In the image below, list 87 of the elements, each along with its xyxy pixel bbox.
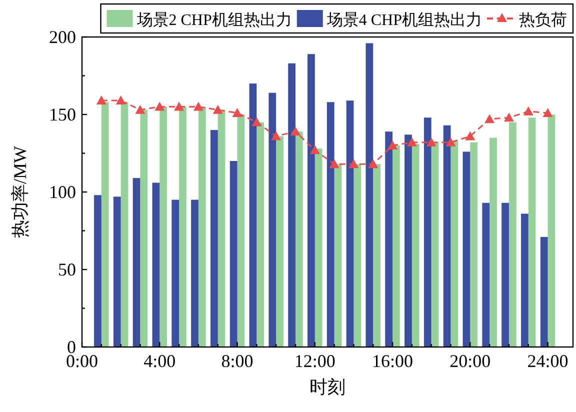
point (406, 137, 417, 146)
bar (354, 164, 362, 347)
point (388, 140, 398, 150)
bar (218, 110, 226, 347)
legend-label: 场景2 CHP机组热出力 (136, 11, 292, 29)
bar (528, 118, 536, 347)
bar (230, 161, 238, 347)
point (310, 145, 320, 154)
point (212, 104, 223, 114)
x-tick-label: 8:00 (221, 351, 254, 371)
bar (334, 164, 342, 347)
point (368, 159, 378, 168)
bar (424, 118, 432, 347)
point (329, 159, 340, 168)
bar (412, 144, 420, 347)
y-tick-label: 200 (49, 27, 76, 47)
legend-label: 热负荷 (519, 11, 567, 29)
bar (249, 84, 257, 347)
bar (462, 152, 470, 347)
bar (482, 202, 490, 347)
x-tick-label: 12:00 (294, 351, 336, 371)
x-tick-label: 24:00 (527, 351, 568, 371)
bar (160, 106, 168, 347)
bar (326, 102, 334, 347)
bar (198, 106, 206, 347)
x-tick-label: 20:00 (450, 351, 491, 371)
bar (288, 63, 296, 347)
bar (179, 106, 186, 347)
point (348, 159, 359, 168)
bar (540, 236, 548, 347)
x-tick-label: 4:00 (144, 351, 176, 371)
y-axis-title: 热功率/MW (10, 146, 30, 238)
point (252, 117, 262, 126)
bar (210, 130, 218, 347)
bar (392, 146, 400, 347)
point (446, 137, 456, 146)
bar (508, 122, 516, 347)
y-tick-label: 100 (49, 182, 76, 202)
bar (548, 114, 556, 347)
point (426, 137, 436, 146)
bar (256, 122, 264, 347)
point (232, 108, 242, 117)
bar (346, 100, 354, 347)
x-axis-title: 时刻 (310, 377, 346, 397)
bar (490, 138, 497, 347)
point (116, 96, 126, 105)
point (135, 104, 146, 114)
bar (470, 142, 478, 347)
bar (520, 214, 528, 347)
point (290, 126, 300, 136)
bar (268, 92, 276, 347)
bar (450, 140, 458, 347)
bar (172, 200, 180, 347)
bar (94, 195, 102, 347)
bar (385, 132, 393, 347)
bar (366, 43, 374, 347)
legend-label: 场景4 CHP机组热出力 (326, 11, 482, 29)
point (484, 114, 495, 124)
point (542, 108, 553, 117)
bar (152, 182, 160, 347)
bar (140, 110, 148, 347)
bar (237, 114, 245, 347)
bar (404, 134, 412, 347)
bar (120, 102, 128, 347)
bar (314, 148, 322, 347)
bar (373, 164, 380, 347)
bar (132, 178, 140, 347)
point (174, 102, 184, 111)
bar (502, 202, 509, 347)
bar (431, 142, 439, 347)
point (154, 102, 165, 111)
bar (443, 125, 451, 347)
bar (101, 102, 109, 347)
bar (113, 196, 121, 347)
y-tick-label: 50 (58, 260, 76, 280)
bar (308, 54, 315, 347)
point (465, 131, 476, 140)
point (504, 112, 514, 122)
bar (295, 132, 303, 347)
bar (191, 200, 198, 347)
point (193, 102, 204, 111)
point (271, 131, 282, 140)
point (523, 106, 534, 116)
y-tick-label: 150 (49, 104, 76, 124)
bar (276, 136, 284, 347)
x-tick-label: 16:00 (372, 351, 414, 371)
point (96, 96, 106, 105)
